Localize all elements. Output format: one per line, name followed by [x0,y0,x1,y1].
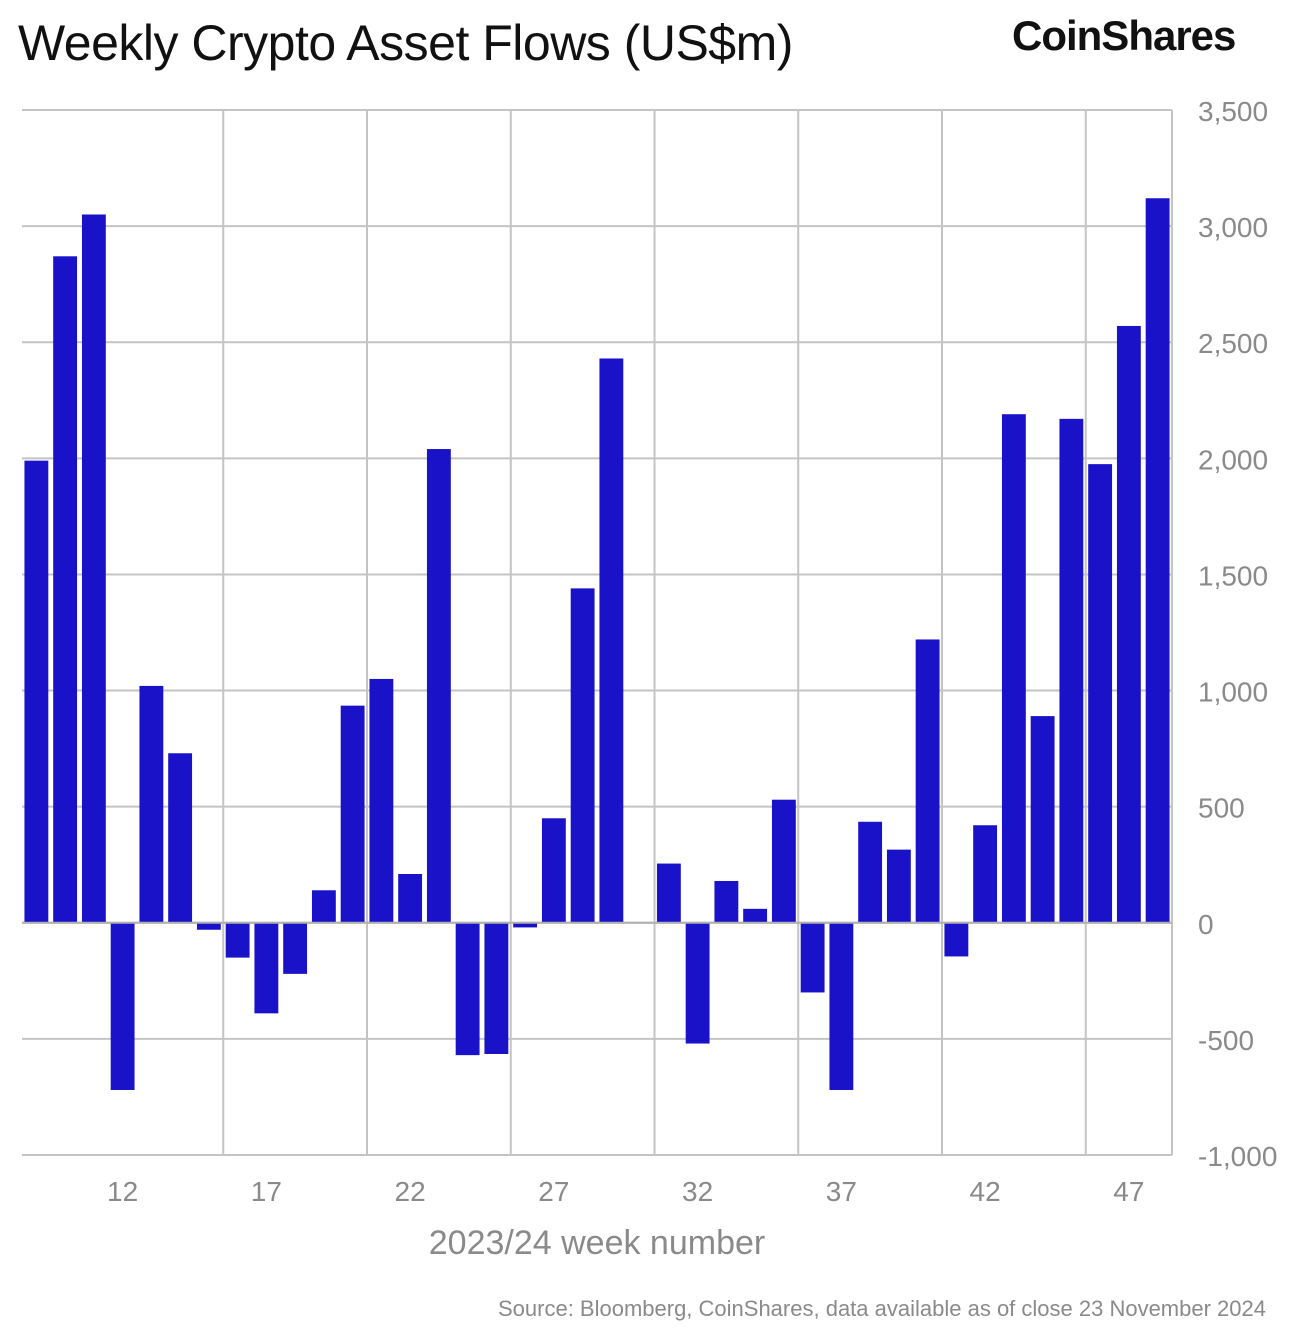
x-tick-label: 42 [970,1176,1001,1207]
bar-week-22 [398,874,423,923]
bar-week-15 [196,922,221,930]
bar-week-39 [886,849,911,923]
bar-week-10 [53,256,78,923]
x-tick-label: 12 [107,1176,138,1207]
bar-week-21 [369,678,394,923]
bar-week-23 [426,449,451,923]
x-axis-label: 2023/24 week number [429,1224,765,1262]
bar-week-48 [1145,198,1170,923]
bar-week-19 [311,890,336,923]
grid [22,109,1173,1156]
bar-week-24 [455,922,480,1056]
bar-week-45 [1059,418,1084,923]
x-tick-label: 17 [251,1176,282,1207]
bar-week-13 [139,685,164,923]
y-tick-label: 0 [1198,909,1214,940]
bar-week-9 [24,460,49,923]
y-tick-label: 1,000 [1198,677,1268,708]
bar-week-29 [599,358,624,923]
y-tick-label: -1,000 [1198,1141,1277,1172]
bar-week-34 [743,908,768,923]
bar-week-18 [283,922,308,974]
chart-title: Weekly Crypto Asset Flows (US$m) [18,15,793,71]
bar-week-36 [800,922,825,993]
x-tick-label: 37 [826,1176,857,1207]
y-tick-label: 3,500 [1198,96,1268,127]
bar-week-17 [254,922,279,1014]
x-tick-label: 22 [395,1176,426,1207]
bar-week-14 [168,753,193,923]
x-tick-label: 32 [682,1176,713,1207]
coinshares-logo: CoinShares [1012,12,1236,59]
bar-week-35 [771,799,796,923]
axes: 3,500 3,000 2,500 2,000 1,500 1,000 500 0 -500 -1… [22,96,1277,1207]
bar-week-47 [1116,325,1141,923]
bar-week-44 [1030,716,1055,923]
x-tick-label: 27 [538,1176,569,1207]
x-tick-label: 47 [1113,1176,1144,1207]
bar-week-11 [81,214,106,923]
bar-week-46 [1088,464,1113,923]
bar-week-27 [541,818,566,923]
bar-week-32 [685,922,710,1044]
source-note: Source: Bloomberg, CoinShares, data avai… [497,1296,1266,1321]
bars [24,198,1170,1090]
y-tick-label: 3,000 [1198,212,1268,243]
bar-week-33 [714,880,739,923]
bar-week-12 [110,922,135,1090]
bar-week-42 [973,825,998,923]
y-tick-label: 500 [1198,793,1245,824]
y-tick-label: 2,500 [1198,328,1268,359]
bar-week-37 [829,922,854,1090]
bar-week-25 [484,922,509,1054]
bar-week-26 [513,922,538,928]
bar-week-43 [1001,414,1026,923]
bar-week-40 [915,639,940,923]
y-tick-label: -500 [1198,1025,1254,1056]
bar-week-41 [944,922,969,957]
bar-week-20 [340,705,365,923]
bar-week-38 [858,821,883,923]
y-tick-label: 2,000 [1198,444,1268,475]
bar-week-16 [225,922,250,958]
bar-week-31 [656,863,681,923]
bar-week-28 [570,588,595,923]
y-tick-label: 1,500 [1198,560,1268,591]
